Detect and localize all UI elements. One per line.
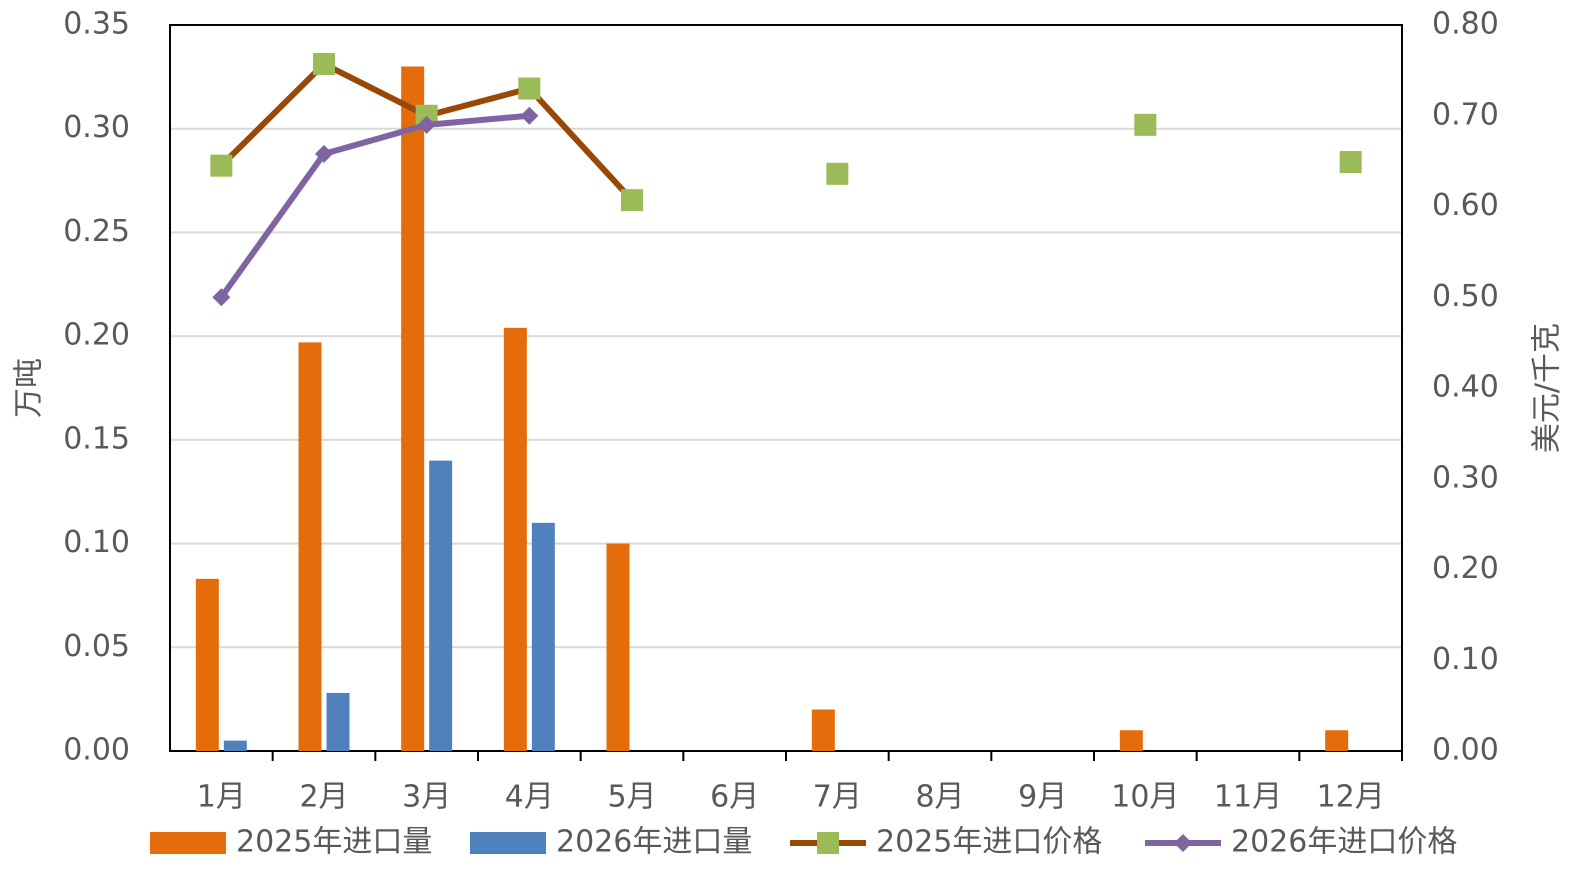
marker	[621, 189, 643, 212]
bar	[429, 460, 453, 751]
line	[218, 112, 530, 299]
marker	[212, 288, 231, 307]
y2-tick-label: 0.40	[1432, 370, 1499, 405]
bar	[811, 709, 835, 751]
bar	[503, 327, 527, 751]
y2-tick-label: 0.60	[1432, 188, 1499, 223]
marker	[415, 104, 438, 127]
bar	[223, 740, 247, 751]
bar	[195, 578, 219, 751]
y2-tick-label: 0.20	[1432, 551, 1499, 586]
y-tick-label: 0.35	[63, 7, 130, 42]
bar	[606, 543, 630, 751]
x-tick-label: 12月	[1317, 780, 1385, 815]
plot-border	[169, 24, 1403, 752]
legend-label: 2025年进口价格	[876, 825, 1102, 860]
legend-label: 2026年进口价格	[1231, 825, 1457, 860]
marker	[518, 77, 541, 100]
x-tick-label: 5月	[607, 780, 656, 815]
x-tick-label: 10月	[1111, 780, 1179, 815]
x-tick-label: 1月	[197, 780, 246, 815]
y2-tick-label: 0.30	[1432, 460, 1499, 495]
x-tick-label: 6月	[710, 780, 759, 815]
marker	[1134, 113, 1157, 136]
x-tick-label: 2月	[299, 780, 348, 815]
y2-tick-label: 0.80	[1432, 7, 1499, 42]
y-tick-label: 0.25	[63, 214, 130, 249]
y-axis-title: 万吨	[12, 358, 47, 418]
y-tick-label: 0.20	[63, 318, 130, 353]
bar	[298, 342, 322, 751]
legend-label: 2026年进口量	[556, 825, 752, 860]
y-tick-label: 0.30	[63, 110, 130, 145]
y-tick-label: 0.00	[63, 733, 130, 768]
y-tick-label: 0.10	[63, 525, 130, 560]
y2-tick-label: 0.50	[1432, 279, 1499, 314]
marker	[520, 106, 539, 125]
y-tick-label: 0.15	[63, 421, 130, 456]
marker	[210, 154, 233, 177]
x-tick-label: 3月	[402, 780, 451, 815]
marker	[826, 162, 849, 185]
legend-swatch	[470, 832, 546, 854]
legend-marker	[817, 832, 839, 854]
marker	[417, 115, 436, 134]
y-tick-label: 0.05	[63, 629, 130, 664]
x-tick-label: 9月	[1018, 780, 1067, 815]
y2-tick-label: 0.10	[1432, 642, 1499, 677]
x-tick-label: 7月	[813, 780, 862, 815]
legend-swatch	[150, 832, 226, 854]
y2-tick-label: 0.70	[1432, 97, 1499, 132]
y2-tick-label: 0.00	[1432, 733, 1499, 768]
bar	[326, 692, 350, 751]
legend-marker	[1174, 834, 1192, 852]
marker	[315, 144, 333, 163]
bar	[1325, 730, 1349, 751]
bar	[1119, 730, 1143, 751]
x-tick-label: 8月	[915, 780, 964, 815]
bar	[401, 66, 425, 751]
marker	[1339, 151, 1362, 174]
y2-axis-title: 美元/千克	[1530, 323, 1565, 453]
x-tick-label: 11月	[1214, 780, 1282, 815]
marker	[313, 53, 335, 76]
legend-label: 2025年进口量	[236, 825, 432, 860]
x-tick-label: 4月	[505, 780, 554, 815]
bar	[531, 522, 555, 751]
